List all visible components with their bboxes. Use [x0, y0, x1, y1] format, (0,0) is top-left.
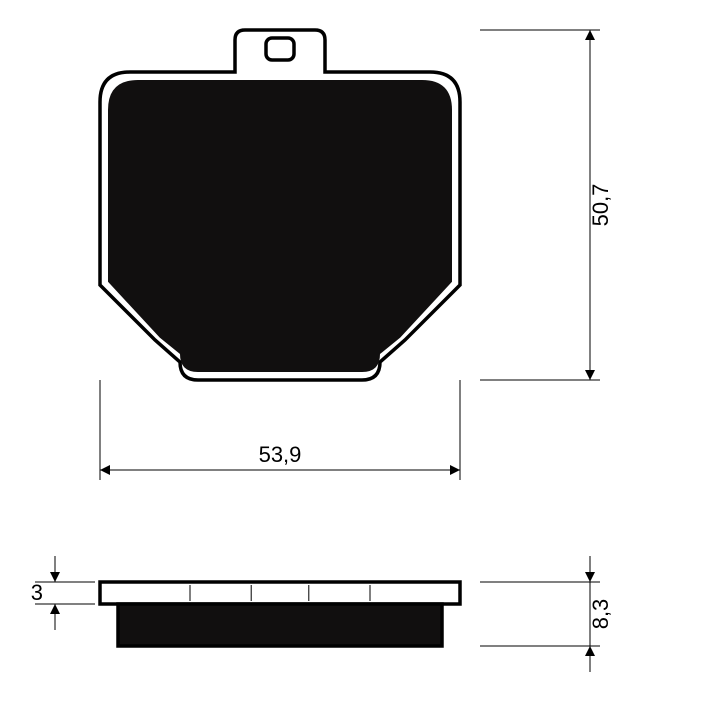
total-thickness-label: 8,3	[588, 599, 613, 630]
width-dim-label: 53,9	[259, 442, 302, 467]
height-dim-label: 50,7	[588, 184, 613, 227]
technical-drawing: 53,9 50,7 3 8,3	[0, 0, 724, 724]
plate-thickness-label: 3	[31, 580, 43, 605]
